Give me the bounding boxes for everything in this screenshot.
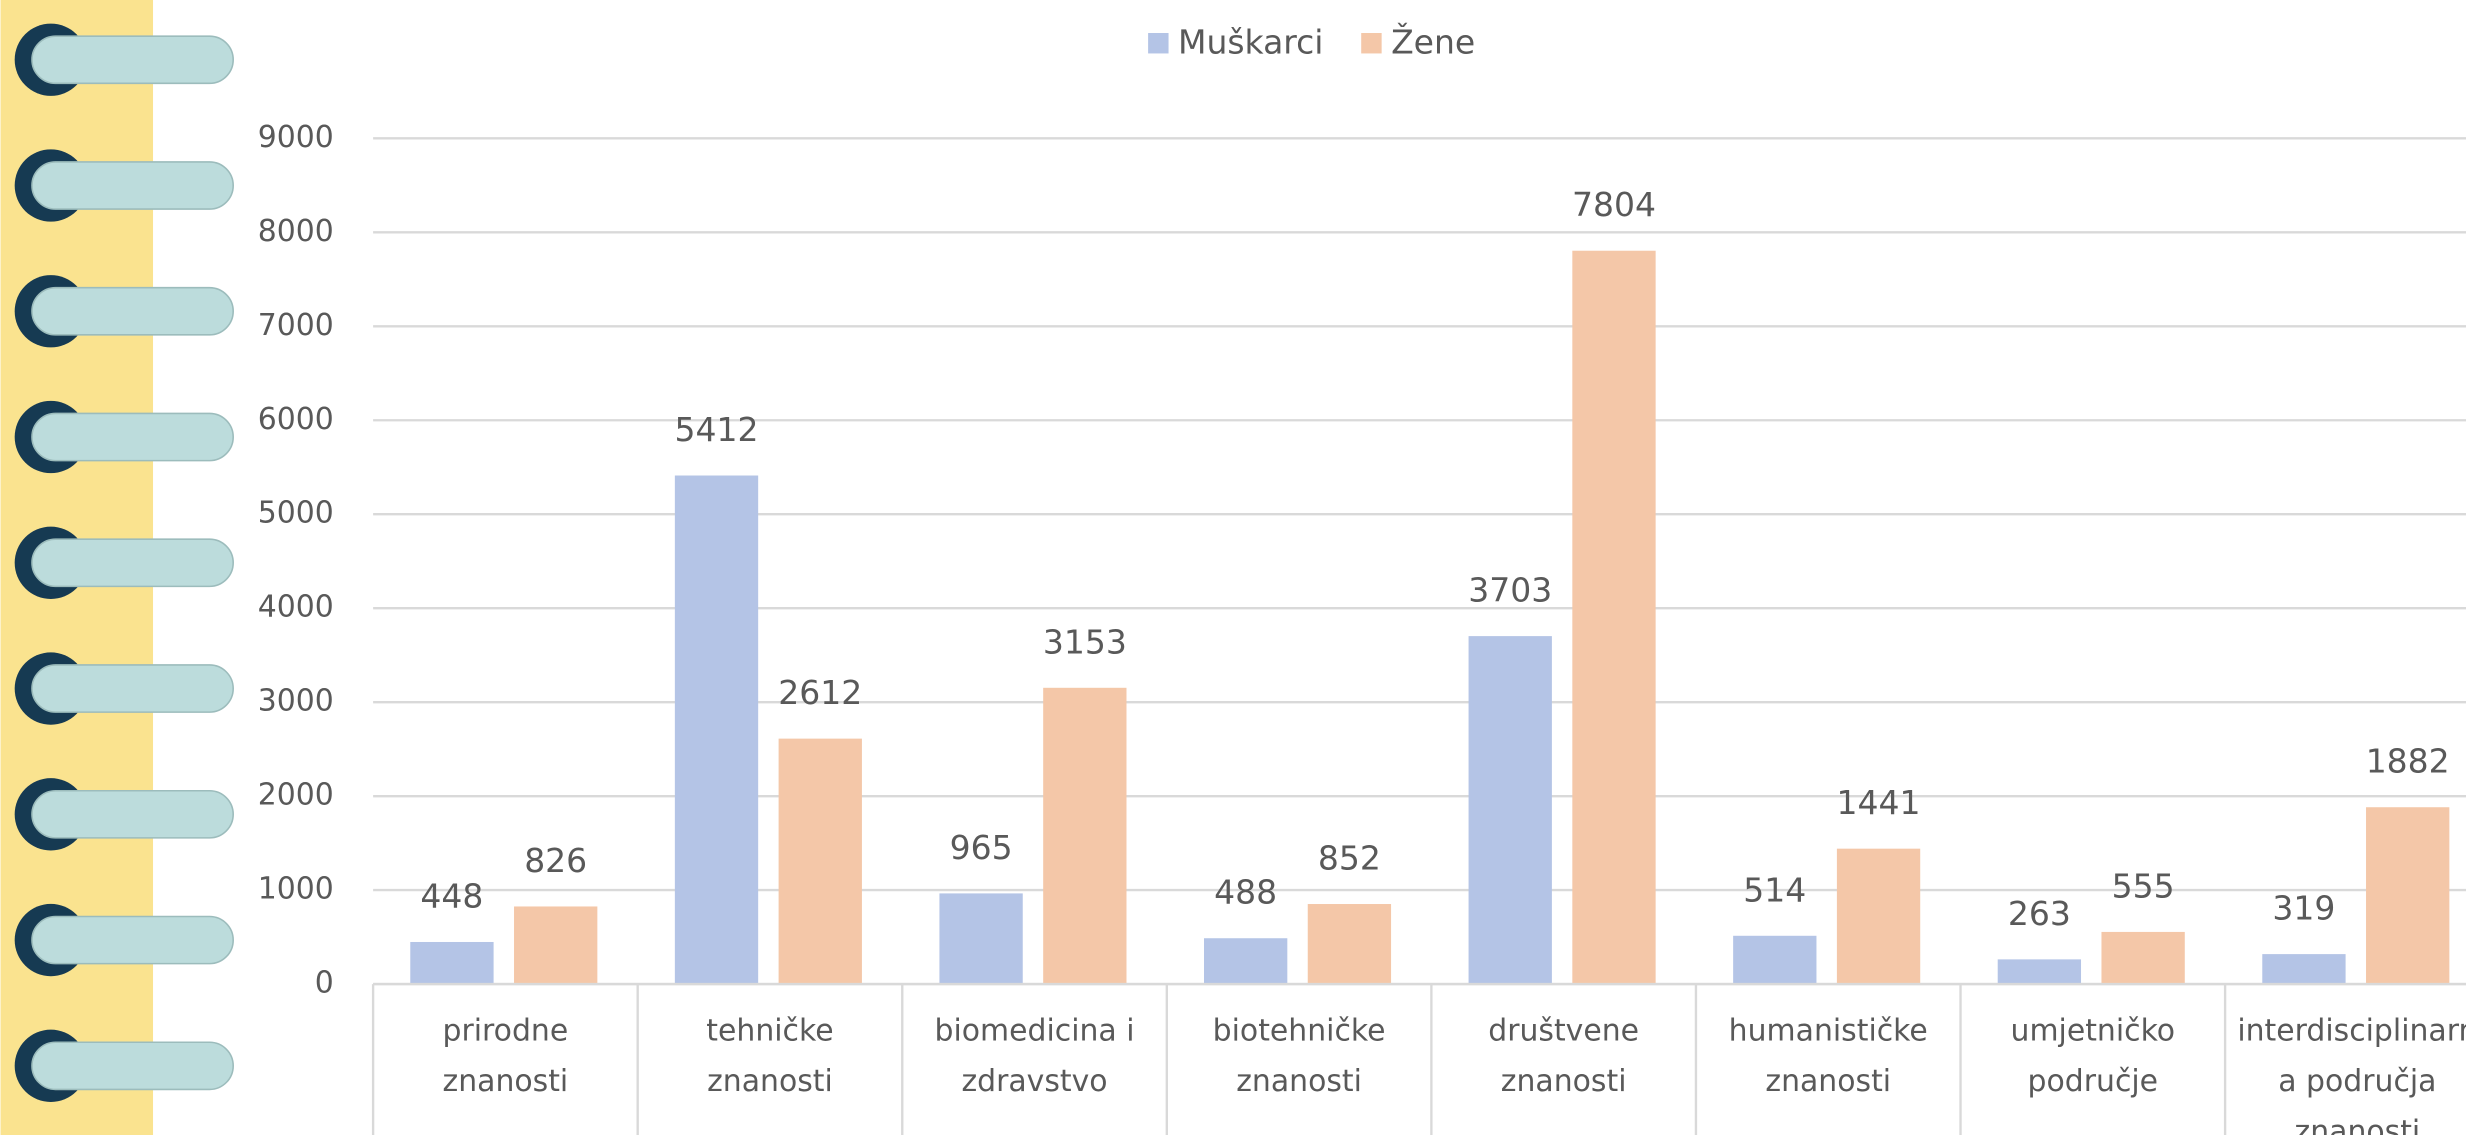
y-tick-label: 4000 [258, 590, 334, 625]
ring [32, 916, 233, 963]
data-label: 852 [1318, 839, 1381, 878]
legend-label: Žene [1391, 22, 1475, 62]
bar [1572, 251, 1655, 984]
x-tick-label: umjetničko područje [1961, 984, 2226, 1107]
x-tick-box: biomedicina i zdravstvo [902, 984, 1167, 1135]
bar [1469, 636, 1552, 984]
legend-label: Muškarci [1178, 23, 1324, 62]
data-label: 1441 [1837, 783, 1921, 822]
data-label: 7804 [1572, 185, 1656, 224]
ring [32, 288, 233, 335]
data-label: 3153 [1043, 622, 1127, 661]
ring [32, 791, 233, 838]
y-tick-label: 6000 [258, 402, 334, 437]
y-tick-label: 2000 [258, 778, 334, 813]
y-tick-label: 3000 [258, 684, 334, 719]
y-tick-label: 0 [315, 966, 334, 1001]
x-tick-label: humanističke znanosti [1696, 984, 1961, 1107]
bar [410, 942, 493, 984]
y-tick-label: 8000 [258, 214, 334, 249]
data-label: 2612 [778, 673, 862, 712]
ring [32, 1042, 233, 1089]
data-label: 1882 [2366, 742, 2450, 781]
bar [675, 476, 758, 985]
data-label: 5412 [675, 410, 759, 449]
x-tick-label: interdisciplinarna područja znanosti [2225, 984, 2466, 1135]
x-tick-label: biotehničke znanosti [1167, 984, 1432, 1107]
x-tick-label: tehničke znanosti [638, 984, 903, 1107]
bar [514, 906, 597, 984]
ring [32, 413, 233, 460]
bar [939, 893, 1022, 984]
x-tick-box: tehničke znanosti [638, 984, 903, 1135]
data-label: 319 [2272, 889, 2335, 928]
legend-swatch [1361, 33, 1381, 53]
x-tick-box: humanističke znanosti [1696, 984, 1961, 1135]
y-tick-label: 7000 [258, 308, 334, 343]
data-label: 488 [1214, 873, 1277, 912]
data-label: 826 [524, 841, 587, 880]
bar [1308, 904, 1391, 984]
bar [1837, 849, 1920, 984]
bar [1043, 688, 1126, 984]
bar [2262, 954, 2345, 984]
data-label: 965 [950, 828, 1013, 867]
ring [32, 539, 233, 586]
x-tick-label: biomedicina i zdravstvo [902, 984, 1167, 1107]
data-label: 514 [1743, 870, 1806, 909]
bar [1733, 936, 1816, 984]
x-tick-label: društvene znanosti [1431, 984, 1696, 1107]
y-tick-label: 5000 [258, 496, 334, 531]
notebook-rings [15, 24, 234, 1102]
chart: 0 1000 2000 3000 4000 5000 6000 7000 8000 9000 Muš… [0, 0, 2466, 1135]
y-tick-label: 1000 [258, 872, 334, 907]
data-label: 448 [420, 876, 483, 915]
x-tick-box: prirodne znanosti [373, 984, 638, 1135]
bar [1998, 959, 2081, 984]
bar [2101, 932, 2184, 984]
x-tick-box: umjetničko područje [1961, 984, 2226, 1135]
data-label: 263 [2008, 894, 2071, 933]
x-tick-box: biotehničke znanosti [1167, 984, 1432, 1135]
ring [32, 36, 233, 83]
bar [1204, 938, 1287, 984]
bar [2366, 807, 2449, 984]
x-tick-label: prirodne znanosti [373, 984, 638, 1107]
bar [779, 739, 862, 984]
y-tick-label: 9000 [258, 120, 334, 155]
data-label: 3703 [1468, 571, 1552, 610]
legend-swatch [1148, 33, 1168, 53]
page: 0 1000 2000 3000 4000 5000 6000 7000 8000 9000 Muš… [0, 0, 2466, 1135]
x-tick-box: interdisciplinarna područja znanosti [2225, 984, 2466, 1135]
ring [32, 162, 233, 209]
data-label: 555 [2112, 866, 2175, 905]
x-tick-box: društvene znanosti [1431, 984, 1696, 1135]
ring [32, 665, 233, 712]
